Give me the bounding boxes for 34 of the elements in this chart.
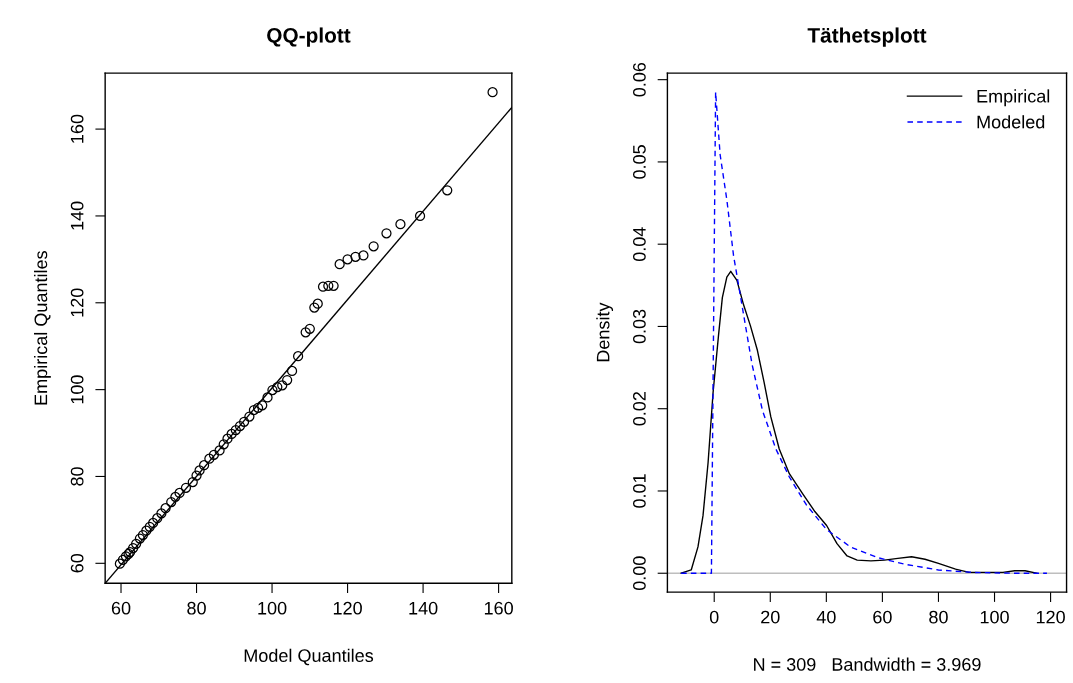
x-tick-label: 20: [761, 610, 780, 624]
x-tick-label: 60: [873, 610, 892, 624]
chart-title: QQ-plott: [267, 27, 351, 47]
y-tick-label: 100: [70, 375, 84, 404]
x-tick-label: 140: [409, 601, 438, 615]
y-tick-label: 0.06: [633, 62, 646, 97]
y-tick-label: 0.04: [633, 227, 646, 262]
x-tick-label: 80: [187, 601, 206, 615]
x-tick-label: 120: [333, 601, 362, 615]
y-tick-label: 0.00: [633, 556, 646, 591]
x-tick-label: 40: [816, 610, 836, 624]
x-axis-title: Model Quantiles: [244, 648, 374, 666]
y-tick-label: 0.05: [633, 145, 646, 179]
x-tick-label: 100: [258, 601, 287, 615]
x-tick-label: 60: [111, 601, 131, 615]
legend-label: Empirical: [977, 89, 1050, 107]
legend-label: Modeled: [977, 115, 1045, 129]
y-tick-label: 0.02: [633, 392, 646, 426]
y-tick-label: 0.01: [633, 474, 646, 508]
y-tick-label: 60: [70, 553, 84, 573]
x-tick-label: 0: [709, 610, 719, 624]
x-tick-label: 80: [929, 610, 948, 624]
y-axis-title: Density: [596, 302, 614, 362]
y-tick-label: 0.03: [633, 309, 646, 344]
x-axis-title: N = 309 Bandwidth = 3.969: [754, 657, 981, 671]
chart-title: Täthetsplott: [807, 27, 927, 47]
y-tick-label: 120: [70, 288, 84, 317]
y-tick-label: 140: [70, 201, 84, 230]
x-tick-label: 120: [1036, 610, 1065, 624]
x-tick-label: 100: [980, 610, 1009, 624]
x-tick-label: 160: [484, 601, 513, 615]
y-axis-title: Empirical Quantiles: [33, 251, 51, 405]
y-tick-label: 80: [70, 467, 84, 486]
y-tick-label: 160: [70, 114, 84, 143]
